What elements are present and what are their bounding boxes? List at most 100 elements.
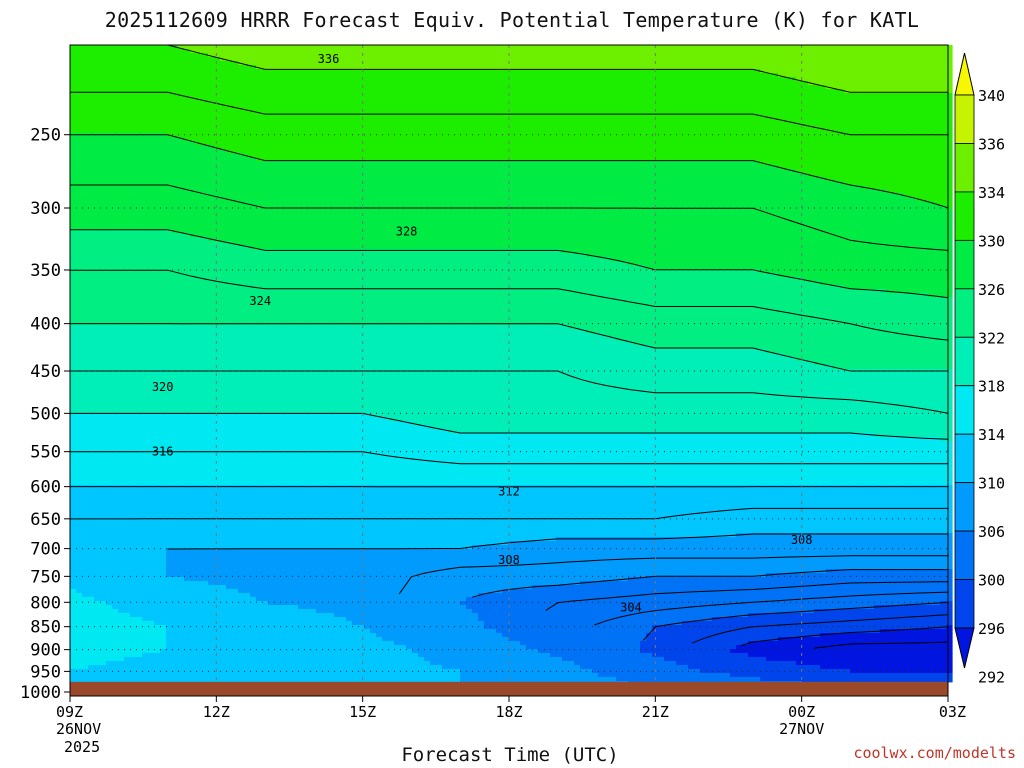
field-cell — [232, 365, 239, 370]
field-cell — [106, 425, 113, 430]
field-cell — [196, 349, 203, 354]
field-cell — [142, 301, 149, 306]
field-cell — [76, 433, 83, 438]
field-cell — [142, 429, 149, 434]
field-cell — [238, 521, 245, 526]
field-cell — [124, 345, 131, 350]
field-cell — [196, 629, 203, 634]
field-cell — [166, 545, 173, 550]
field-cell — [88, 253, 95, 258]
field-cell — [82, 453, 89, 458]
field-cell — [130, 641, 137, 646]
field-cell — [124, 289, 131, 294]
field-cell — [208, 81, 215, 86]
field-cell — [244, 609, 251, 614]
field-cell — [112, 349, 119, 354]
field-cell — [76, 377, 83, 382]
field-cell — [118, 437, 125, 442]
field-cell — [82, 541, 89, 546]
field-cell — [106, 313, 113, 318]
field-cell — [148, 337, 155, 342]
field-cell — [166, 377, 173, 382]
field-cell — [154, 565, 161, 570]
field-cell — [112, 653, 119, 658]
field-cell — [148, 677, 155, 682]
field-cell — [154, 673, 161, 678]
field-cell — [106, 681, 113, 683]
field-cell — [136, 425, 143, 430]
field-cell — [232, 613, 239, 618]
field-cell — [178, 461, 185, 466]
field-cell — [172, 113, 179, 118]
field-cell — [244, 177, 251, 182]
field-cell — [226, 561, 233, 566]
field-cell — [142, 433, 149, 438]
field-cell — [196, 69, 203, 74]
field-cell — [106, 465, 113, 470]
field-cell — [94, 401, 101, 406]
field-cell — [172, 273, 179, 278]
field-cell — [76, 141, 83, 146]
field-cell — [94, 89, 101, 94]
field-cell — [196, 665, 203, 670]
field-cell — [250, 205, 257, 210]
field-cell — [124, 525, 131, 530]
field-cell — [112, 73, 119, 78]
field-cell — [250, 669, 257, 674]
field-cell — [88, 233, 95, 238]
field-cell — [106, 233, 113, 238]
field-cell — [112, 373, 119, 378]
field-cell — [172, 169, 179, 174]
field-cell — [70, 141, 77, 146]
field-cell — [124, 257, 131, 262]
field-cell — [208, 49, 215, 54]
field-cell — [184, 625, 191, 630]
field-cell — [94, 313, 101, 318]
field-cell — [142, 61, 149, 66]
field-cell — [244, 561, 251, 566]
field-cell — [130, 461, 137, 466]
field-cell — [100, 665, 107, 670]
field-cell — [178, 625, 185, 630]
field-cell — [172, 157, 179, 162]
field-cell — [190, 561, 197, 566]
field-cell — [202, 237, 209, 242]
field-cell — [148, 633, 155, 638]
field-cell — [76, 633, 83, 638]
field-cell — [130, 353, 137, 358]
field-cell — [166, 481, 173, 486]
field-cell — [166, 53, 173, 58]
field-cell — [112, 601, 119, 606]
field-cell — [166, 589, 173, 594]
field-cell — [220, 141, 227, 146]
field-cell — [106, 141, 113, 146]
field-cell — [118, 317, 125, 322]
field-cell — [220, 241, 227, 246]
field-cell — [118, 201, 125, 206]
field-cell — [100, 205, 107, 210]
field-cell — [142, 573, 149, 578]
field-cell — [118, 185, 125, 190]
field-cell — [118, 313, 125, 318]
field-cell — [88, 433, 95, 438]
field-cell — [220, 553, 227, 558]
field-cell — [136, 469, 143, 474]
field-cell — [142, 309, 149, 314]
field-cell — [202, 377, 209, 382]
field-cell — [202, 529, 209, 534]
field-cell — [112, 81, 119, 86]
field-cell — [112, 433, 119, 438]
field-cell — [82, 113, 89, 118]
field-cell — [232, 457, 239, 462]
field-cell — [94, 265, 101, 270]
field-cell — [208, 441, 215, 446]
field-cell — [220, 681, 227, 683]
field-cell — [94, 217, 101, 222]
field-cell — [208, 61, 215, 66]
field-cell — [166, 497, 173, 502]
field-cell — [208, 301, 215, 306]
field-cell — [244, 673, 251, 678]
field-cell — [94, 329, 101, 334]
field-cell — [142, 681, 149, 683]
field-cell — [142, 77, 149, 82]
